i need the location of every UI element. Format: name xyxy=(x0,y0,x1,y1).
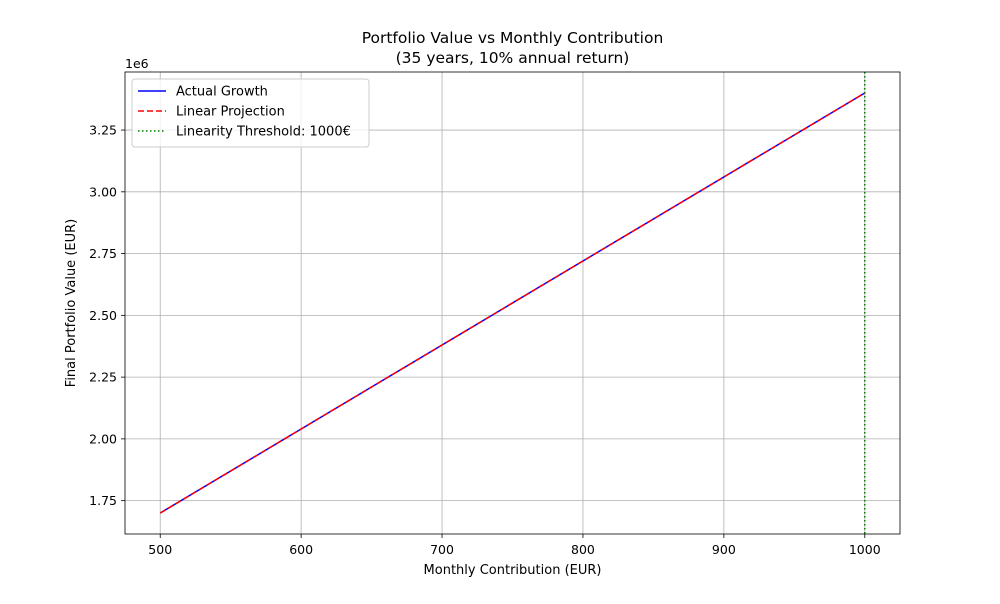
legend-box xyxy=(131,78,370,148)
legend: Actual Growth Linear Projection Linearit… xyxy=(131,78,370,148)
x-tick-label: 900 xyxy=(712,542,736,557)
y-tick-label: 1.75 xyxy=(89,493,117,508)
y-tick-label: 3.25 xyxy=(89,123,117,138)
x-tick-label: 1000 xyxy=(849,542,881,557)
plot-frame xyxy=(124,71,901,535)
legend-label-linear-projection: Linear Projection xyxy=(176,105,285,120)
x-tick-label: 800 xyxy=(571,542,595,557)
y-tick-label: 2.75 xyxy=(89,246,117,261)
y-axis-multiplier: 1e6 xyxy=(125,56,149,71)
x-tick-label: 500 xyxy=(148,542,172,557)
y-tick-label: 2.00 xyxy=(89,431,117,446)
y-tick-label: 2.50 xyxy=(89,308,117,323)
chart-title: Portfolio Value vs Monthly Contribution xyxy=(362,29,664,47)
x-tick-label: 700 xyxy=(430,542,454,557)
chart-subtitle: (35 years, 10% annual return) xyxy=(396,49,630,67)
y-axis-label: Final Portfolio Value (EUR) xyxy=(64,219,79,387)
x-tick-label: 600 xyxy=(289,542,313,557)
series-line-linear-projection xyxy=(159,92,866,514)
y-tick-label: 2.25 xyxy=(89,370,117,385)
legend-label-linearity-threshold: Linearity Threshold: 1000€ xyxy=(176,125,351,140)
series-layer xyxy=(159,72,866,534)
legend-label-actual-growth: Actual Growth xyxy=(176,85,268,100)
y-tick-label: 3.00 xyxy=(89,184,117,199)
x-axis-label: Monthly Contribution (EUR) xyxy=(424,563,602,578)
tick-layer: 500 600 700 800 900 1000 1.75 2.00 2.25 2.50 2.75 3… xyxy=(89,123,881,557)
